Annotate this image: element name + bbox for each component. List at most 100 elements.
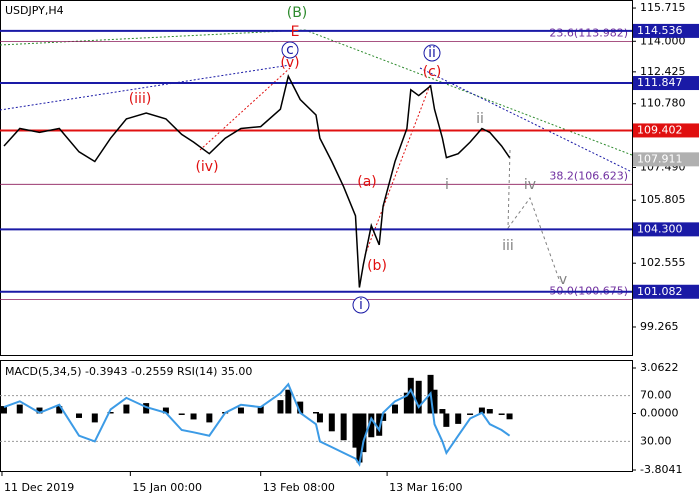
macd-bar bbox=[91, 413, 98, 423]
rsi-line bbox=[3, 382, 511, 467]
wave-circle bbox=[423, 44, 441, 62]
trendline bbox=[0, 64, 291, 111]
y-tick-label: 112.425 bbox=[640, 65, 686, 78]
level-tag bbox=[633, 222, 699, 237]
y-tick-label: 99.265 bbox=[640, 320, 679, 333]
macd-bar bbox=[285, 389, 292, 414]
x-tick-label: 11 Dec 2019 bbox=[4, 481, 74, 494]
wave-label: ii bbox=[476, 111, 484, 127]
x-tick-label: 13 Feb 08:00 bbox=[263, 481, 335, 494]
wave-label: (iv) bbox=[195, 159, 218, 175]
macd-bar bbox=[328, 413, 335, 432]
y-tick-label: 110.780 bbox=[640, 97, 686, 110]
macd-tick-label: 0.0000 bbox=[640, 406, 679, 419]
level-tag bbox=[633, 284, 699, 299]
level-label: 109.402 bbox=[637, 123, 683, 136]
wave-circle bbox=[281, 41, 299, 59]
fibo-label: 23.6(113.982) bbox=[549, 27, 628, 40]
level-tag bbox=[633, 23, 699, 38]
wave-label: i bbox=[445, 177, 449, 193]
main-panel bbox=[0, 0, 633, 356]
macd-bar bbox=[403, 392, 410, 414]
macd-bar bbox=[407, 377, 414, 414]
y-tick-label: 102.555 bbox=[640, 256, 686, 269]
macd-bar bbox=[431, 389, 438, 414]
macd-bar bbox=[415, 380, 422, 414]
level-label: 111.847 bbox=[637, 76, 683, 89]
macd-bar bbox=[455, 413, 462, 424]
macd-bar bbox=[206, 413, 213, 423]
macd-bar bbox=[313, 412, 319, 414]
macd-bar bbox=[443, 413, 450, 427]
macd-bar bbox=[467, 413, 474, 415]
rsi-tick-label: 70.00 bbox=[640, 389, 672, 402]
wave-label: iv bbox=[524, 177, 536, 193]
macd-bar bbox=[143, 403, 150, 414]
wave-circle bbox=[352, 296, 370, 314]
macd-bar bbox=[0, 406, 7, 414]
trendline bbox=[419, 67, 633, 173]
macd-bar bbox=[123, 404, 130, 414]
price-line bbox=[3, 74, 511, 288]
wave-label: E bbox=[291, 24, 300, 40]
wave-line bbox=[199, 67, 291, 151]
macd-bar bbox=[486, 409, 493, 414]
macd-bar bbox=[36, 407, 43, 414]
level-tag bbox=[633, 76, 699, 91]
macd-bar bbox=[392, 404, 398, 414]
wave-label: (c) bbox=[423, 64, 442, 80]
x-tick-label: 13 Mar 16:00 bbox=[389, 481, 462, 494]
level-label: 107.911 bbox=[637, 152, 683, 165]
macd-bar bbox=[439, 409, 446, 414]
level-label: 101.082 bbox=[637, 285, 683, 298]
projection bbox=[507, 149, 561, 283]
trendline bbox=[0, 29, 306, 46]
macd-bar bbox=[56, 406, 63, 414]
macd-bar bbox=[368, 413, 375, 438]
macd-bar bbox=[356, 413, 363, 463]
macd-bar bbox=[352, 413, 359, 448]
indicator-label: MACD(5,34,5) -0.3943 -0.2559 RSI(14) 35.… bbox=[5, 365, 252, 378]
x-tick-label: 15 Jan 00:00 bbox=[132, 481, 202, 494]
wave-label: (b) bbox=[367, 258, 387, 274]
macd-bar bbox=[498, 413, 505, 415]
macd-bar bbox=[190, 413, 197, 420]
wave-label: (v) bbox=[280, 55, 299, 71]
wave-label: iii bbox=[502, 238, 514, 254]
y-tick-label: 105.805 bbox=[640, 193, 686, 206]
macd-bar bbox=[162, 407, 169, 414]
y-tick-label: 115.715 bbox=[640, 1, 686, 14]
fibo-label: 38.2(106.623) bbox=[549, 169, 628, 182]
level-tag bbox=[633, 152, 699, 167]
macd-tick-label: 3.0622 bbox=[640, 361, 679, 374]
macd-bar bbox=[107, 412, 114, 414]
macd-bar bbox=[316, 413, 323, 423]
macd-bar bbox=[257, 406, 264, 414]
macd-bar bbox=[376, 413, 383, 436]
wave-label: (iii) bbox=[129, 91, 152, 107]
macd-bar bbox=[297, 401, 304, 414]
macd-bar bbox=[360, 413, 367, 453]
wave-label: c bbox=[286, 42, 294, 58]
wave-label: i bbox=[359, 297, 363, 313]
macd-bar bbox=[16, 404, 23, 414]
macd-bar bbox=[478, 407, 485, 414]
indicator-panel bbox=[0, 360, 633, 472]
macd-tick-label: -3.8041 bbox=[640, 463, 682, 476]
wave-label: (B) bbox=[287, 5, 308, 21]
macd-bar bbox=[178, 413, 185, 415]
chart-title: USDJPY,H4 bbox=[5, 4, 64, 17]
wave-label: ii bbox=[428, 45, 436, 61]
wave-label: (a) bbox=[357, 174, 377, 190]
macd-bar bbox=[76, 413, 82, 418]
level-label: 104.300 bbox=[637, 222, 683, 235]
rsi-tick-label: 30.00 bbox=[640, 434, 672, 447]
macd-bar bbox=[340, 413, 347, 441]
macd-bar bbox=[380, 413, 387, 421]
wave-label: v bbox=[559, 272, 567, 288]
macd-bar bbox=[237, 407, 244, 414]
macd-bar bbox=[277, 400, 284, 414]
level-tag bbox=[633, 123, 699, 138]
